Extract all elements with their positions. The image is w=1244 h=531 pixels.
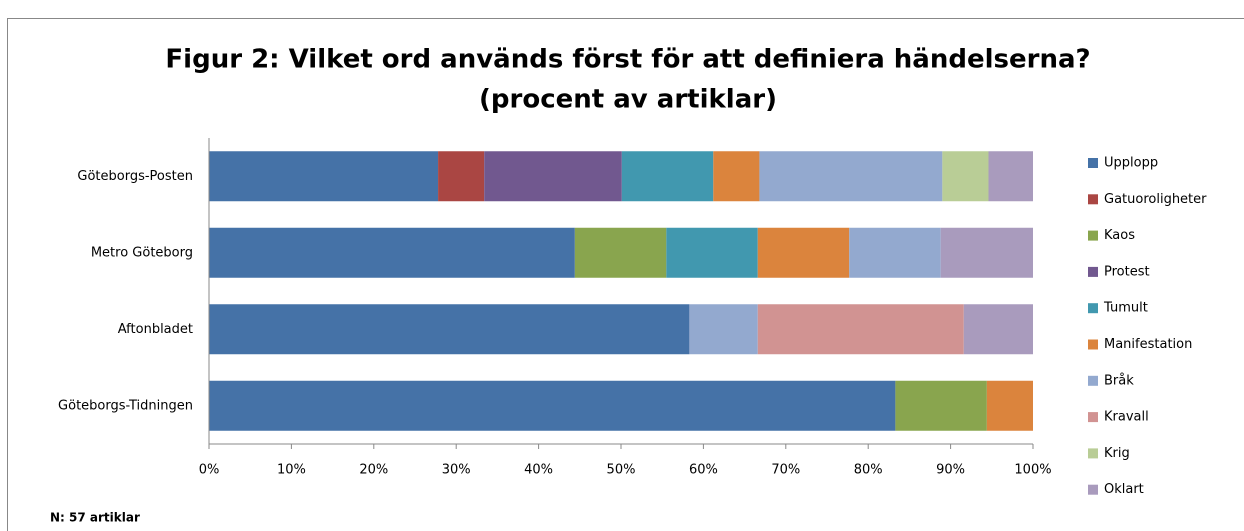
legend-label: Bråk	[1104, 373, 1134, 388]
x-tick-label: 60%	[689, 463, 718, 478]
x-tick-label: 80%	[854, 463, 883, 478]
y-tick-label: Göteborgs-Posten	[77, 169, 193, 184]
legend-label: Gatuoroligheter	[1104, 192, 1207, 207]
bar-segment	[209, 151, 439, 202]
bar-segment	[942, 151, 989, 202]
chart-subtitle: (procent av artiklar)	[479, 85, 777, 115]
legend-swatch	[1088, 448, 1098, 459]
legend-swatch	[1088, 484, 1098, 495]
x-tick-label: 50%	[607, 463, 636, 478]
bar-segment	[689, 304, 758, 355]
legend-swatch	[1088, 339, 1098, 350]
legend-label: Oklart	[1104, 482, 1144, 497]
legend-label: Upplopp	[1104, 156, 1158, 171]
bar-segment	[963, 304, 1033, 355]
y-tick-label: Aftonbladet	[118, 322, 193, 337]
x-tick-label: 70%	[771, 463, 800, 478]
bar-segment	[849, 227, 941, 278]
x-tick-label: 30%	[442, 463, 471, 478]
x-tick-label: 10%	[277, 463, 306, 478]
bar-segment	[757, 304, 964, 355]
bar-segment	[940, 227, 1033, 278]
bar-segment	[713, 151, 760, 202]
bar-segment	[666, 227, 758, 278]
x-tick-label: 20%	[359, 463, 388, 478]
bar-segment	[759, 151, 943, 202]
legend-swatch	[1088, 303, 1098, 314]
bar-segment	[895, 380, 987, 431]
bar-segment	[484, 151, 622, 202]
legend-swatch	[1088, 230, 1098, 241]
bar-segment	[209, 380, 896, 431]
x-tick-label: 40%	[524, 463, 553, 478]
x-tick-label: 100%	[1014, 463, 1051, 478]
y-tick-label: Göteborgs-Tidningen	[58, 398, 193, 413]
legend-label: Kravall	[1104, 410, 1149, 425]
y-tick-label: Metro Göteborg	[91, 245, 193, 260]
legend-swatch	[1088, 266, 1098, 277]
legend-swatch	[1088, 375, 1098, 386]
legend-swatch	[1088, 194, 1098, 205]
bar-segment	[574, 227, 667, 278]
legend-label: Protest	[1104, 264, 1150, 279]
chart-title: Figur 2: Vilket ord används först för at…	[165, 45, 1090, 75]
bar-segment	[986, 380, 1033, 431]
legend-label: Krig	[1104, 446, 1130, 461]
bar-segment	[209, 227, 575, 278]
legend-swatch	[1088, 412, 1098, 423]
legend-label: Kaos	[1104, 228, 1135, 243]
bar-segment	[757, 227, 850, 278]
bar-segment	[438, 151, 485, 202]
note: N: 57 artiklar	[50, 511, 140, 525]
legend-swatch	[1088, 158, 1098, 168]
bar-segment	[988, 151, 1033, 202]
chart-frame	[7, 18, 1244, 531]
x-tick-label: 0%	[199, 463, 220, 478]
legend-label: Manifestation	[1104, 337, 1192, 352]
legend-label: Tumult	[1103, 301, 1148, 316]
bar-segment	[209, 304, 690, 355]
bar-segment	[621, 151, 714, 202]
x-tick-label: 90%	[936, 463, 965, 478]
